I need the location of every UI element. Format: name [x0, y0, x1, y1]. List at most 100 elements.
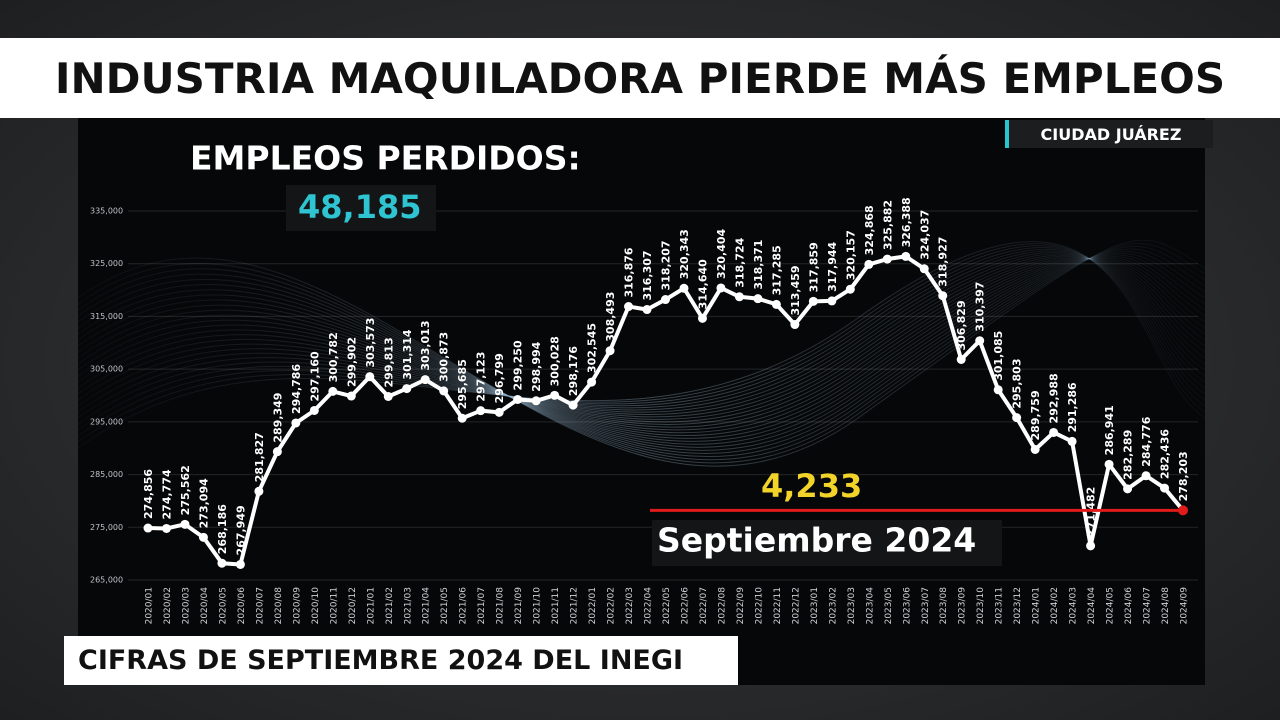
- x-tick-label: 2021/08: [496, 587, 506, 625]
- data-point: [790, 320, 800, 330]
- data-point: [365, 372, 375, 382]
- x-tick-label: 2021/10: [533, 587, 543, 625]
- x-tick-label: 2020/03: [181, 587, 191, 624]
- data-point: [180, 519, 190, 529]
- data-point: [1049, 427, 1059, 437]
- wave-line: [78, 258, 1205, 434]
- annotation-value: 4,233: [761, 467, 862, 505]
- data-label: 316,307: [641, 250, 654, 300]
- data-label: 294,786: [290, 364, 303, 414]
- data-point: [901, 251, 911, 261]
- data-point: [235, 559, 245, 569]
- data-point: [956, 355, 966, 365]
- data-point: [1104, 459, 1114, 469]
- data-point: [771, 299, 781, 309]
- data-point: [587, 377, 597, 387]
- data-label: 297,123: [475, 352, 488, 402]
- data-point: [291, 418, 301, 428]
- chart-panel: 265,000 275,000 285,000 295,000 305,000 315,0…: [78, 118, 1205, 685]
- background-waves: [78, 239, 1205, 467]
- wave-line: [78, 256, 1205, 442]
- wave-line: [78, 243, 1205, 443]
- data-label: 301,314: [401, 329, 414, 379]
- x-tick-label: 2020/11: [329, 587, 339, 624]
- data-point: [975, 336, 985, 346]
- title: INDUSTRIA MAQUILADORA PIERDE MÁS EMPLEOS: [54, 53, 1226, 103]
- x-tick-label: 2024/05: [1106, 587, 1116, 624]
- data-label: 300,873: [438, 332, 451, 382]
- data-point: [845, 284, 855, 294]
- data-point: [476, 406, 486, 416]
- data-label: 298,994: [530, 341, 543, 391]
- data-label: 275,562: [179, 465, 192, 515]
- data-point: [420, 375, 430, 385]
- data-label: 300,028: [549, 336, 562, 386]
- wave-line: [78, 256, 1205, 423]
- data-point: [1123, 484, 1133, 494]
- wave-line: [78, 253, 1205, 415]
- data-label: 303,013: [419, 321, 432, 371]
- data-point: [1012, 413, 1022, 423]
- data-label: 268,186: [216, 504, 229, 554]
- y-tick-label: 305,000: [90, 365, 123, 374]
- data-label: 296,799: [493, 353, 506, 403]
- data-label: 282,436: [1159, 429, 1172, 479]
- data-point: [734, 292, 744, 302]
- wave-line: [78, 250, 1205, 454]
- x-tick-label: 2022/01: [588, 587, 598, 624]
- headline-value: 48,185: [298, 188, 421, 226]
- wave-line: [78, 248, 1205, 425]
- x-tick-label: 2022/10: [754, 587, 764, 625]
- y-tick-label: 265,000: [90, 576, 123, 585]
- data-label: 299,902: [345, 337, 358, 387]
- wave-line: [78, 241, 1205, 449]
- data-label: 320,343: [678, 229, 691, 279]
- data-point: [217, 558, 227, 568]
- headline-box: [286, 185, 436, 231]
- x-tick-label: 2024/07: [1143, 587, 1153, 624]
- data-label: 281,827: [253, 432, 266, 482]
- data-label: 299,813: [382, 337, 395, 387]
- data-point: [1160, 483, 1170, 493]
- x-tick-label: 2023/11: [995, 587, 1005, 624]
- data-point: [679, 283, 689, 293]
- data-point: [328, 386, 338, 396]
- data-point: [439, 386, 449, 396]
- data-label: 310,397: [974, 282, 987, 332]
- y-tick-label: 335,000: [90, 207, 123, 216]
- data-label: 303,573: [364, 318, 377, 368]
- data-label: 292,988: [1048, 373, 1061, 423]
- lower-third: CIFRAS DE SEPTIEMBRE 2024 DEL INEGI: [64, 636, 738, 685]
- data-point: [716, 283, 726, 293]
- data-label: 324,868: [863, 205, 876, 255]
- data-point: [568, 400, 578, 410]
- annotation-label: Septiembre 2024: [657, 521, 976, 560]
- wave-line: [78, 255, 1205, 445]
- location: CIUDAD JUÁREZ: [1040, 124, 1182, 144]
- wave-line: [78, 242, 1205, 464]
- x-tick-label: 2021/02: [385, 587, 395, 624]
- data-point: [882, 254, 892, 264]
- data-label: 326,388: [900, 197, 913, 247]
- x-tick-label: 2020/07: [255, 587, 265, 624]
- data-point: [1086, 541, 1096, 551]
- data-point: [753, 294, 763, 304]
- x-tick-label: 2023/12: [1013, 587, 1023, 624]
- data-label: 325,882: [881, 200, 894, 250]
- x-tick-label: 2022/12: [791, 587, 801, 624]
- caption: CIFRAS DE SEPTIEMBRE 2024 DEL INEGI: [78, 645, 684, 676]
- data-label: 314,640: [696, 259, 709, 309]
- wave-line: [78, 248, 1205, 457]
- data-point: [494, 407, 504, 417]
- data-point: [383, 391, 393, 401]
- x-tick-label: 2021/06: [459, 587, 469, 625]
- data-label: 289,759: [1029, 390, 1042, 440]
- data-label: 306,829: [955, 300, 968, 350]
- wave-line: [78, 252, 1205, 451]
- x-tick-label: 2021/09: [514, 587, 524, 625]
- data-point: [513, 394, 523, 404]
- x-tick-label: 2023/05: [884, 587, 894, 624]
- data-point: [827, 296, 837, 306]
- x-tick-label: 2024/01: [1032, 587, 1042, 624]
- data-point: [938, 291, 948, 301]
